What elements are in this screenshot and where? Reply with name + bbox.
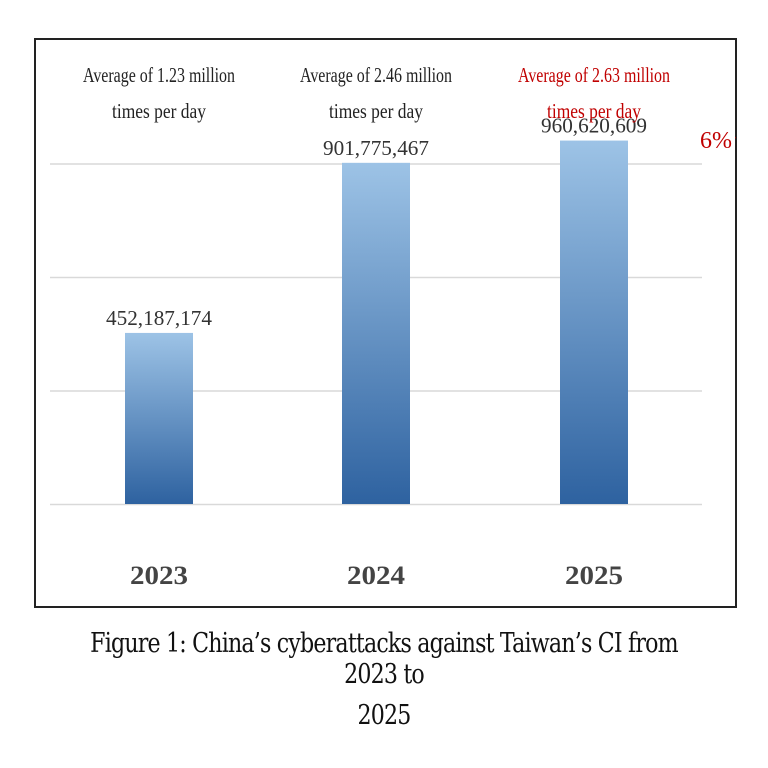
annotation-2023-line-1: Average of 1.23 million [83,63,235,87]
annotation-2024-line-1: Average of 2.46 million [300,63,452,87]
bar-2024 [342,162,410,504]
bar-chart: 452,187,174 2023 Average of 1.23 million ti… [50,63,736,590]
annotation-2025-line-1: Average of 2.63 million [518,63,670,87]
annotation-2024-line-2: times per day [329,99,423,123]
annotation-2023-line-2: times per day [112,99,206,123]
bar-2025 [560,140,628,505]
value-label-2025: 960,620,609 [541,114,647,138]
value-label-2023: 452,187,174 [106,306,213,330]
value-label-2024: 901,775,467 [323,136,429,160]
growth-label: 6%↑ [700,128,736,154]
figure-caption-line-2: 2025 [357,700,411,731]
category-label-2025: 2025 [565,561,623,590]
category-label-2023: 2023 [130,561,188,590]
category-label-2024: 2024 [347,561,405,590]
annotation-2025-line-2: times per day [547,99,641,123]
bar-2023 [125,332,193,504]
chart-frame: 452,187,174 2023 Average of 1.23 million ti… [34,38,737,608]
figure-caption-line-1: Figure 1: China’s cyberattacks against T… [90,628,678,690]
